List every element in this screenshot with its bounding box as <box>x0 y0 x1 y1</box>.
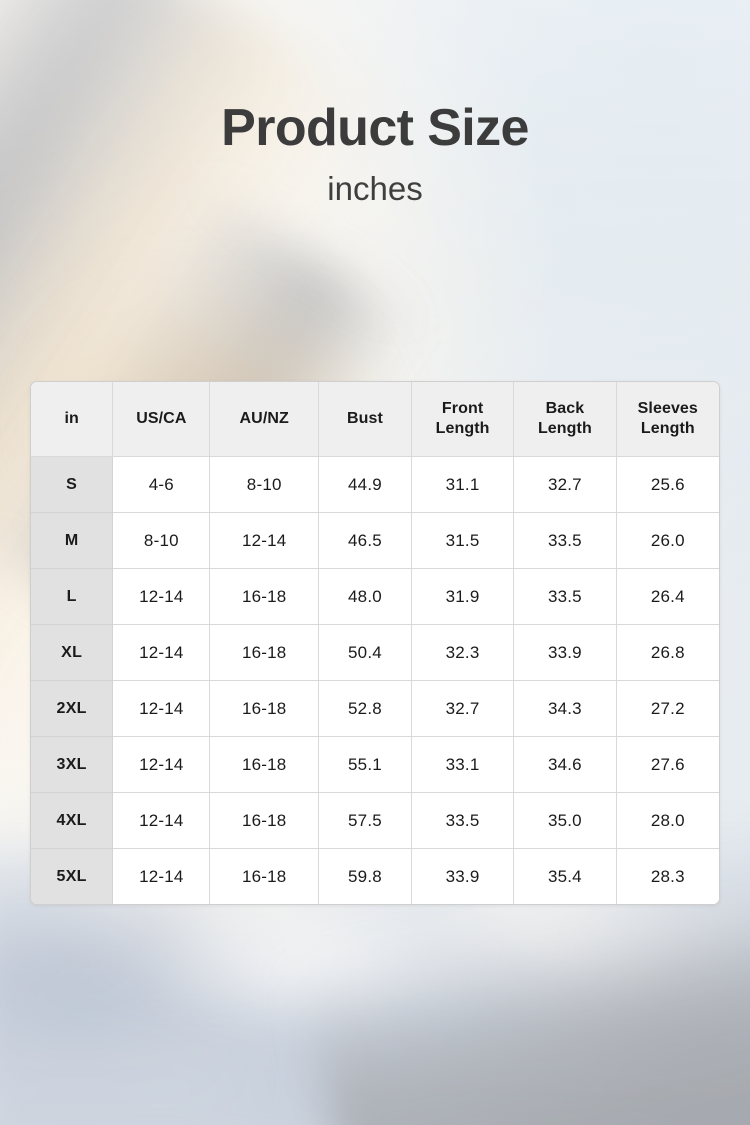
cell-back-length: 35.4 <box>514 849 617 904</box>
cell-sleeves-length: 26.8 <box>616 625 719 681</box>
cell-us-ca: 12-14 <box>113 849 211 904</box>
table-row: 5XL 12-14 16-18 59.8 33.9 35.4 28.3 <box>31 849 719 904</box>
size-table-body: S 4-6 8-10 44.9 31.1 32.7 25.6 M 8-10 12… <box>31 457 719 904</box>
column-header-back-length-line2: Length <box>537 420 592 437</box>
column-header-us-ca: US/CA <box>113 382 211 457</box>
cell-size: 2XL <box>31 681 114 737</box>
cell-size: 4XL <box>31 793 114 849</box>
column-header-sleeves-length: Sleeves Length <box>616 382 719 457</box>
page-heading: Product Size inches <box>0 0 750 207</box>
cell-size: L <box>31 569 114 625</box>
cell-size: S <box>31 457 114 513</box>
column-header-unit-line1: in <box>64 409 79 427</box>
cell-au-nz: 12-14 <box>210 513 320 569</box>
cell-back-length: 32.7 <box>514 457 617 513</box>
column-header-sleeves-length-line1: Sleeves <box>637 399 698 417</box>
page-title: Product Size <box>221 99 529 157</box>
cell-front-length: 33.9 <box>411 849 515 904</box>
cell-back-length: 34.3 <box>514 681 617 737</box>
cell-size: XL <box>31 625 114 681</box>
cell-sleeves-length: 27.6 <box>616 737 719 793</box>
cell-bust: 57.5 <box>319 793 412 849</box>
cell-us-ca: 12-14 <box>113 625 211 681</box>
column-header-au-nz: AU/NZ <box>210 382 320 457</box>
cell-size: 3XL <box>31 737 114 793</box>
cell-us-ca: 12-14 <box>113 737 211 793</box>
column-header-sleeves-length-line2: Length <box>640 420 695 437</box>
column-header-front-length-line2: Length <box>435 420 490 437</box>
cell-bust: 52.8 <box>319 681 412 737</box>
cell-front-length: 31.5 <box>411 513 515 569</box>
column-header-bust: Bust <box>319 382 412 457</box>
cell-back-length: 35.0 <box>514 793 617 849</box>
cell-front-length: 31.1 <box>411 457 515 513</box>
cell-sleeves-length: 27.2 <box>616 681 719 737</box>
cell-us-ca: 12-14 <box>113 681 211 737</box>
column-header-unit: in <box>31 382 114 457</box>
cell-back-length: 33.9 <box>514 625 617 681</box>
cell-bust: 46.5 <box>319 513 412 569</box>
table-row: S 4-6 8-10 44.9 31.1 32.7 25.6 <box>31 457 719 513</box>
table-row: 2XL 12-14 16-18 52.8 32.7 34.3 27.2 <box>31 681 719 737</box>
column-header-back-length-line1: Back <box>545 399 585 417</box>
column-header-front-length: Front Length <box>411 382 515 457</box>
column-header-front-length-line1: Front <box>441 399 484 417</box>
header-row: in US/CA AU/NZ Bust Front Length <box>31 382 719 457</box>
cell-au-nz: 16-18 <box>210 849 320 904</box>
cell-front-length: 33.5 <box>411 793 515 849</box>
cell-au-nz: 16-18 <box>210 625 320 681</box>
cell-us-ca: 8-10 <box>113 513 211 569</box>
size-table-container: in US/CA AU/NZ Bust Front Length <box>30 381 720 905</box>
cell-front-length: 32.7 <box>411 681 515 737</box>
column-header-back-length: Back Length <box>514 382 617 457</box>
cell-au-nz: 16-18 <box>210 569 320 625</box>
cell-front-length: 31.9 <box>411 569 515 625</box>
table-row: M 8-10 12-14 46.5 31.5 33.5 26.0 <box>31 513 719 569</box>
size-chart-table: in US/CA AU/NZ Bust Front Length <box>30 381 720 905</box>
cell-sleeves-length: 26.4 <box>616 569 719 625</box>
cell-back-length: 33.5 <box>514 513 617 569</box>
cell-au-nz: 16-18 <box>210 681 320 737</box>
column-header-au-nz-line1: AU/NZ <box>239 409 289 427</box>
table-row: 4XL 12-14 16-18 57.5 33.5 35.0 28.0 <box>31 793 719 849</box>
cell-au-nz: 16-18 <box>210 793 320 849</box>
cell-bust: 59.8 <box>319 849 412 904</box>
cell-size: 5XL <box>31 849 114 904</box>
cell-bust: 55.1 <box>319 737 412 793</box>
column-header-us-ca-line1: US/CA <box>136 409 187 427</box>
cell-back-length: 34.6 <box>514 737 617 793</box>
cell-us-ca: 12-14 <box>113 793 211 849</box>
cell-bust: 44.9 <box>319 457 412 513</box>
cell-au-nz: 8-10 <box>210 457 320 513</box>
cell-sleeves-length: 28.0 <box>616 793 719 849</box>
page-subtitle: inches <box>327 170 423 208</box>
cell-sleeves-length: 28.3 <box>616 849 719 904</box>
cell-us-ca: 12-14 <box>113 569 211 625</box>
column-header-bust-line1: Bust <box>346 409 383 427</box>
cell-back-length: 33.5 <box>514 569 617 625</box>
table-row: 3XL 12-14 16-18 55.1 33.1 34.6 27.6 <box>31 737 719 793</box>
cell-sleeves-length: 25.6 <box>616 457 719 513</box>
table-row: L 12-14 16-18 48.0 31.9 33.5 26.4 <box>31 569 719 625</box>
cell-front-length: 33.1 <box>411 737 515 793</box>
table-row: XL 12-14 16-18 50.4 32.3 33.9 26.8 <box>31 625 719 681</box>
cell-front-length: 32.3 <box>411 625 515 681</box>
cell-bust: 48.0 <box>319 569 412 625</box>
cell-sleeves-length: 26.0 <box>616 513 719 569</box>
cell-size: M <box>31 513 114 569</box>
cell-bust: 50.4 <box>319 625 412 681</box>
cell-au-nz: 16-18 <box>210 737 320 793</box>
size-table-head: in US/CA AU/NZ Bust Front Length <box>31 382 719 457</box>
cell-us-ca: 4-6 <box>113 457 211 513</box>
